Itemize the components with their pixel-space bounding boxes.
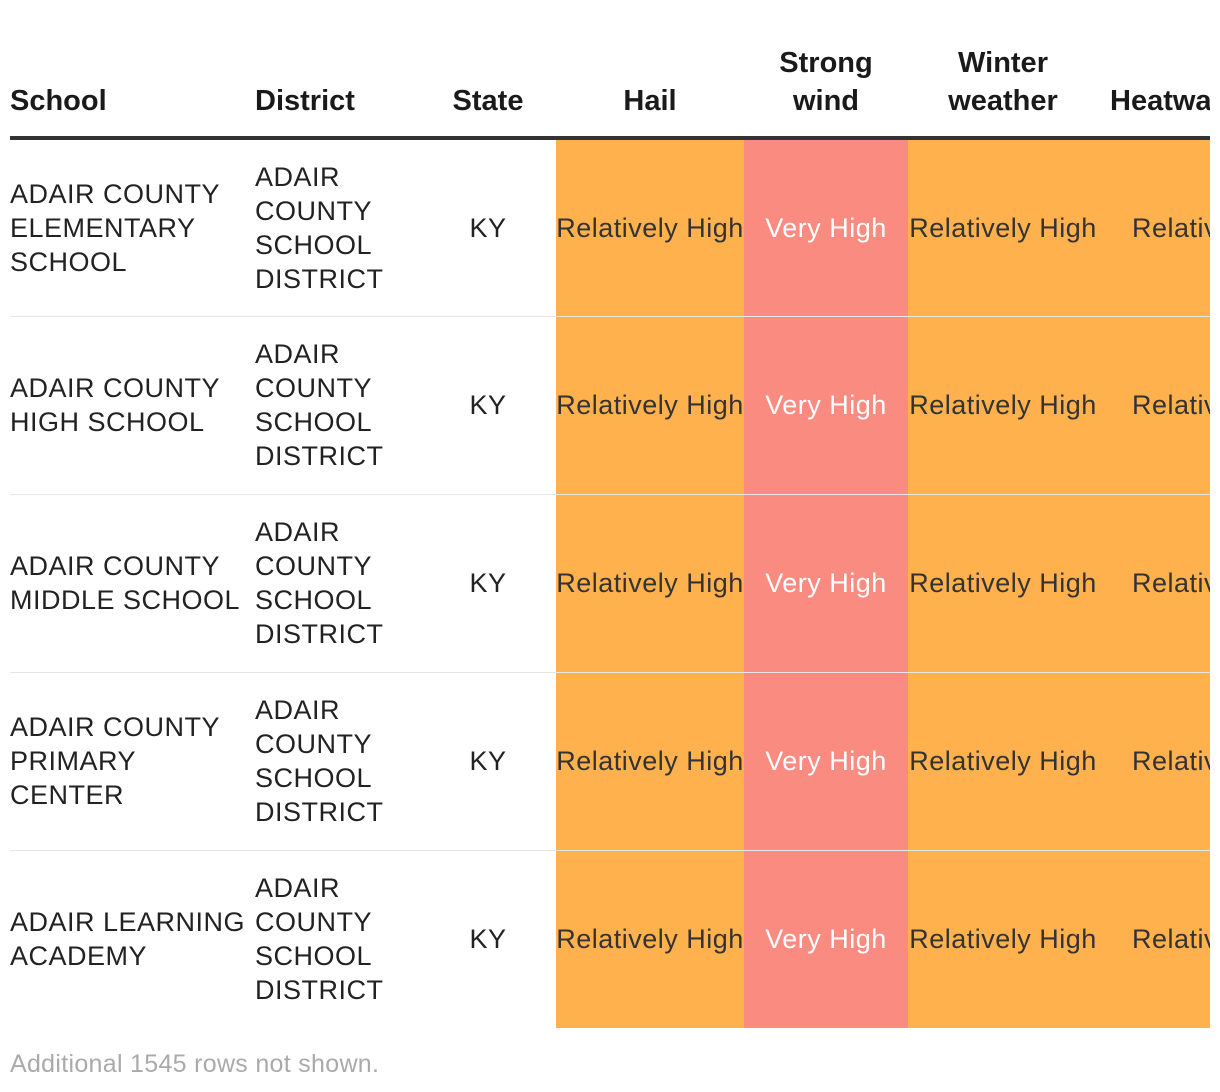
rows-not-shown-note: Additional 1545 rows not shown.	[10, 1050, 380, 1078]
cell-hail-risk: Relatively High	[556, 850, 744, 1028]
cell-winter-weather-risk: Relatively High	[908, 316, 1098, 495]
table-row: ADAIR COUNTY HIGH SCHOOL ADAIR COUNTY SC…	[10, 316, 1210, 495]
cell-strong-wind-risk: Very High	[744, 138, 908, 317]
cell-hail-risk: Relatively High	[556, 494, 744, 673]
header-strong-wind: Strong wind	[744, 0, 908, 140]
header-hail: Hail	[556, 0, 744, 140]
header-state: State	[420, 0, 556, 140]
cell-heatwave-risk: Relatively High	[1098, 316, 1210, 495]
cell-school: ADAIR COUNTY PRIMARY CENTER	[10, 672, 255, 851]
cell-district: ADAIR COUNTY SCHOOL DISTRICT	[255, 494, 420, 673]
header-school: School	[10, 0, 255, 140]
table-row: ADAIR COUNTY ELEMENTARY SCHOOL ADAIR COU…	[10, 138, 1210, 317]
cell-district: ADAIR COUNTY SCHOOL DISTRICT	[255, 873, 384, 1006]
cell-winter-weather-risk: Relatively High	[908, 850, 1098, 1028]
cell-state: KY	[469, 924, 507, 955]
risk-table-container: School District State Hail Strong wind W…	[10, 0, 1210, 1028]
cell-strong-wind-risk: Very High	[744, 494, 908, 673]
header-district: District	[255, 0, 420, 140]
cell-heatwave-risk: Relatively High	[1098, 138, 1210, 317]
school-risk-table: School District State Hail Strong wind W…	[10, 0, 1210, 1028]
cell-state: KY	[420, 672, 556, 851]
cell-school: ADAIR COUNTY ELEMENTARY SCHOOL	[10, 138, 255, 317]
cell-state: KY	[420, 316, 556, 495]
table-row: ADAIR COUNTY MIDDLE SCHOOL ADAIR COUNTY …	[10, 494, 1210, 673]
cell-school: ADAIR COUNTY MIDDLE SCHOOL	[10, 494, 255, 673]
cell-strong-wind-risk: Very High	[744, 850, 908, 1028]
header-row: School District State Hail Strong wind W…	[10, 0, 1210, 140]
table-row: ADAIR LEARNING ACADEMY ADAIR COUNTY SCHO…	[10, 850, 1210, 1028]
cell-hail-risk: Relatively High	[556, 138, 744, 317]
table-header: School District State Hail Strong wind W…	[10, 0, 1210, 140]
cell-winter-weather-risk: Relatively High	[908, 494, 1098, 673]
cell-strong-wind-risk: Very High	[744, 316, 908, 495]
cell-school: ADAIR LEARNING ACADEMY	[10, 907, 246, 972]
header-heatwave: Heatwave	[1098, 0, 1210, 140]
cell-heatwave-risk: Relatively High	[1098, 494, 1210, 673]
cell-heatwave-risk: Relatively High	[1098, 850, 1210, 1028]
cell-district: ADAIR COUNTY SCHOOL DISTRICT	[255, 316, 420, 495]
header-winter-weather: Winter weather	[908, 0, 1098, 140]
cell-hail-risk: Relatively High	[556, 316, 744, 495]
cell-hail-risk: Relatively High	[556, 672, 744, 851]
cell-state: KY	[420, 494, 556, 673]
table-row: ADAIR COUNTY PRIMARY CENTER ADAIR COUNTY…	[10, 672, 1210, 851]
cell-heatwave-risk: Relatively High	[1098, 672, 1210, 851]
cell-district: ADAIR COUNTY SCHOOL DISTRICT	[255, 138, 420, 317]
cell-strong-wind-risk: Very High	[744, 672, 908, 851]
cell-state: KY	[420, 138, 556, 317]
cell-winter-weather-risk: Relatively High	[908, 672, 1098, 851]
cell-winter-weather-risk: Relatively High	[908, 138, 1098, 317]
table-body: ADAIR COUNTY ELEMENTARY SCHOOL ADAIR COU…	[10, 138, 1210, 1028]
cell-school: ADAIR COUNTY HIGH SCHOOL	[10, 316, 255, 495]
cell-district: ADAIR COUNTY SCHOOL DISTRICT	[255, 672, 420, 851]
